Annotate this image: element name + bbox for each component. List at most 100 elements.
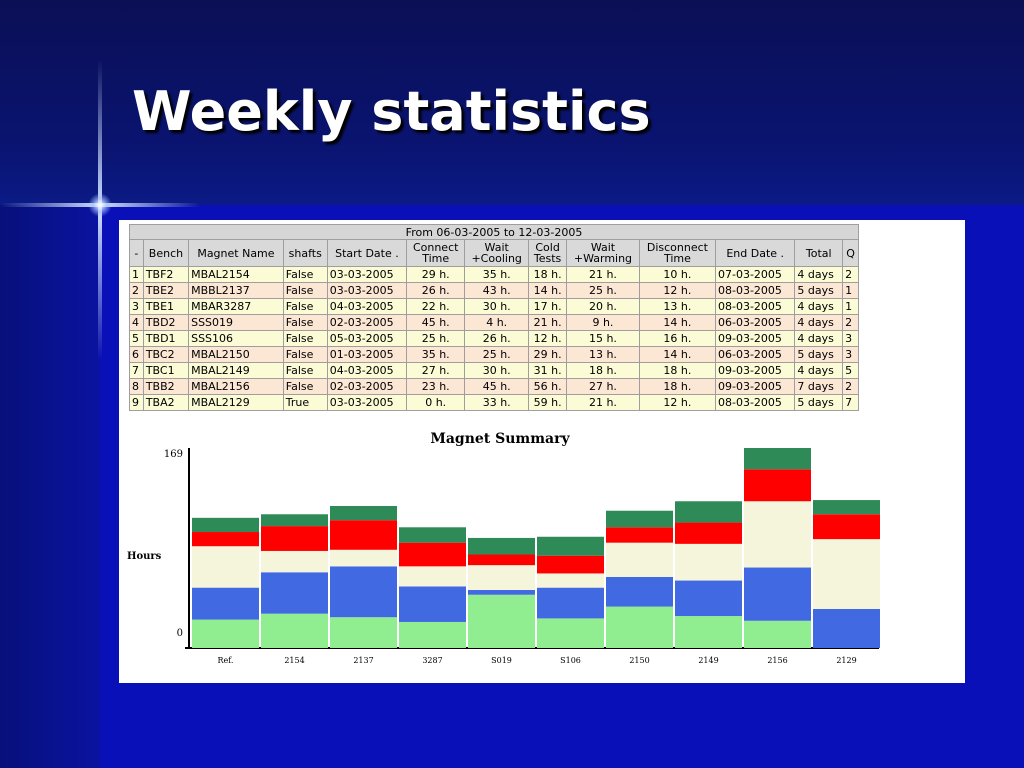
table-cell: TBC1: [142, 362, 190, 379]
table-cell: 45 h.: [464, 378, 530, 395]
table-cell: 18 h.: [638, 362, 716, 379]
bar-segment: [399, 586, 466, 622]
table-cell: 16 h.: [638, 330, 716, 347]
table-cell: 1: [129, 266, 144, 283]
table-cell: 30 h.: [464, 298, 530, 315]
table-cell: 45 h.: [406, 314, 466, 331]
table-cell: 15 h.: [566, 330, 640, 347]
table-cell: 23 h.: [406, 378, 466, 395]
bar-segment: [261, 613, 328, 648]
bar-segment: [813, 514, 880, 540]
table-cell: TBD2: [142, 314, 190, 331]
bar-segment: [330, 617, 397, 648]
table-cell: 06-03-2005: [714, 346, 796, 363]
table-cell: 13 h.: [638, 298, 716, 315]
x-tick-label: 2137: [353, 656, 373, 665]
y-axis-label: Hours: [127, 551, 162, 562]
table-cell: 18 h.: [638, 378, 716, 395]
table-cell: 2: [129, 282, 144, 299]
table-cell: 29 h.: [528, 346, 568, 363]
table-cell: MBAL2150: [188, 346, 284, 363]
table-cell: 7: [842, 394, 859, 411]
column-header: End Date .: [714, 239, 796, 267]
column-header: shafts: [282, 239, 328, 267]
table-cell: 21 h.: [528, 314, 568, 331]
table-cell: 1: [842, 298, 859, 315]
bar-segment: [813, 608, 880, 648]
table-caption: From 06-03-2005 to 12-03-2005: [129, 224, 859, 240]
x-tick-label: Ref.: [218, 656, 234, 665]
table-cell: TBB2: [142, 378, 190, 395]
table-cell: 08-03-2005: [714, 394, 796, 411]
x-labels-group: Ref. 2154 2137 3287 S019 S106 2150 2149 2156 2129: [218, 656, 857, 665]
table-cell: 18 h.: [566, 362, 640, 379]
column-header: Connect Time: [406, 239, 466, 267]
table-cell: 0 h.: [406, 394, 466, 411]
bar-segment: [192, 517, 259, 533]
bar-segment: [330, 566, 397, 618]
table-cell: 3: [842, 330, 859, 347]
bar-segment: [675, 501, 742, 523]
bar-segment: [744, 620, 811, 648]
table-cell: True: [282, 394, 328, 411]
table-cell: False: [282, 378, 328, 395]
table-cell: 03-03-2005: [326, 394, 408, 411]
column-header: Start Date .: [326, 239, 408, 267]
table-cell: 02-03-2005: [326, 378, 408, 395]
table-cell: 20 h.: [566, 298, 640, 315]
bar-segment: [192, 587, 259, 620]
chart-title: Magnet Summary: [430, 431, 570, 447]
table-cell: 4: [129, 314, 144, 331]
column-header: Wait +Cooling: [464, 239, 530, 267]
bar-segment: [606, 576, 673, 607]
table-cell: 4 h.: [464, 314, 530, 331]
bar-segment: [261, 514, 328, 527]
bar-segment: [675, 522, 742, 544]
table-cell: 08-03-2005: [714, 298, 796, 315]
table-cell: 3: [129, 298, 144, 315]
bar-segment: [468, 565, 535, 591]
table-cell: 59 h.: [528, 394, 568, 411]
table-row: 3 TBE1 MBAR3287 False 04-03-2005 22 h. 30 h. 17…: [129, 298, 859, 315]
table-cell: 26 h.: [464, 330, 530, 347]
table-cell: 09-03-2005: [714, 378, 796, 395]
table-cell: False: [282, 330, 328, 347]
table-cell: 22 h.: [406, 298, 466, 315]
table-cell: 18 h.: [528, 266, 568, 283]
table-cell: 14 h.: [638, 346, 716, 363]
bar-segment: [399, 527, 466, 543]
table-cell: 04-03-2005: [326, 298, 408, 315]
table-cell: 27 h.: [406, 362, 466, 379]
bar-segment: [744, 501, 811, 568]
table-cell: MBAR3287: [188, 298, 284, 315]
table-cell: MBAL2154: [188, 266, 284, 283]
table-body: 1 TBF2 MBAL2154 False 03-03-2005 29 h. 35 h. 18…: [129, 266, 859, 411]
table-cell: 56 h.: [528, 378, 568, 395]
bar-segment: [606, 542, 673, 577]
bar-segment: [606, 510, 673, 528]
table-cell: False: [282, 282, 328, 299]
table-cell: 21 h.: [566, 394, 640, 411]
table-cell: 10 h.: [638, 266, 716, 283]
bar-segment: [330, 520, 397, 550]
table-row: 5 TBD1 SSS106 False 05-03-2005 25 h. 26 h. 12 h…: [129, 330, 859, 347]
bar-segment: [537, 618, 604, 648]
y-tick-max: 169: [164, 449, 183, 460]
bar-segment: [675, 580, 742, 617]
table-cell: SSS106: [188, 330, 284, 347]
table-cell: 4 days: [794, 362, 844, 379]
column-header: Magnet Name: [188, 239, 284, 267]
table-cell: 35 h.: [406, 346, 466, 363]
table-cell: TBC2: [142, 346, 190, 363]
table-cell: 14 h.: [638, 314, 716, 331]
table-cell: 5 days: [794, 346, 844, 363]
bar-segment: [537, 587, 604, 619]
table-cell: 5 days: [794, 394, 844, 411]
bar-segment: [261, 526, 328, 551]
bar-segment: [192, 532, 259, 547]
bar-segment: [468, 554, 535, 566]
table-cell: 26 h.: [406, 282, 466, 299]
table-cell: 12 h.: [528, 330, 568, 347]
column-header: Wait +Warming: [566, 239, 640, 267]
table-cell: TBF2: [142, 266, 190, 283]
